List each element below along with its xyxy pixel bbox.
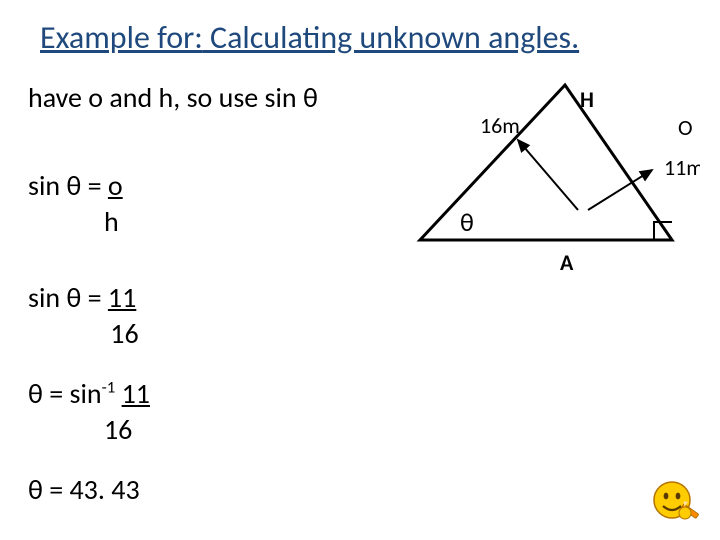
l6sup: -1 xyxy=(102,377,116,398)
l6-under: 11 xyxy=(122,376,150,411)
l2-under: o xyxy=(108,168,123,203)
slide-title: Example for: Calculating unknown angles. xyxy=(40,18,579,57)
triangle-diagram: H O 11m 16m θ A xyxy=(400,75,700,295)
line-result: θ = 43. 43 xyxy=(28,472,140,508)
svg-text:16m: 16m xyxy=(480,112,520,139)
svg-text:A: A xyxy=(560,249,574,276)
line-theta-sininv: θ = sin-1 11 xyxy=(28,376,150,412)
l4a: sin θ = xyxy=(28,280,108,315)
svg-text:11m: 11m xyxy=(664,154,700,181)
line-haveoh: have o and h, so use sin θ xyxy=(28,80,318,116)
title-prefix: Example for: xyxy=(40,18,203,57)
smiley-writing-icon xyxy=(648,476,702,530)
svg-text:O: O xyxy=(678,114,693,141)
line-sin-eq-o: sin θ = o xyxy=(28,168,123,204)
l6a: θ = sin xyxy=(28,376,102,411)
line-sin-eq-11: sin θ = 11 xyxy=(28,280,136,316)
line-h-denom: h xyxy=(28,204,119,240)
title-rest: Calculating unknown angles. xyxy=(203,18,579,57)
line-16-denom: 16 xyxy=(28,316,139,352)
svg-text:θ: θ xyxy=(460,206,474,238)
svg-text:H: H xyxy=(580,86,594,113)
l4-under: 11 xyxy=(108,280,136,315)
line-16-denom2: 16 xyxy=(28,412,132,448)
l2a: sin θ = xyxy=(28,168,108,203)
